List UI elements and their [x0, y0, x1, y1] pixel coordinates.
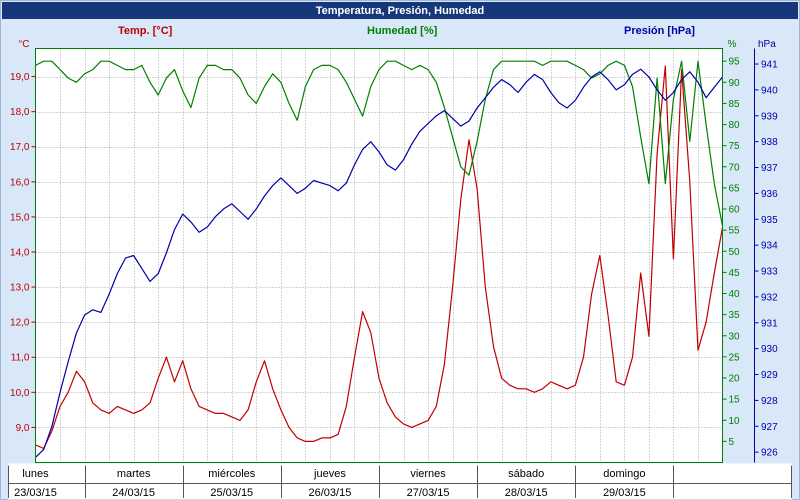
svg-text:941: 941 [761, 60, 778, 71]
svg-text:25/03/15: 25/03/15 [210, 487, 253, 499]
svg-text:939: 939 [761, 111, 778, 122]
svg-text:domingo: domingo [603, 468, 645, 480]
chart-legend: Temp. [°C] Humedad [%] Presión [hPa] [0, 25, 800, 39]
svg-text:936: 936 [761, 189, 778, 200]
svg-text:18,0: 18,0 [10, 107, 30, 118]
svg-text:60: 60 [729, 205, 741, 216]
svg-text:929: 929 [761, 370, 778, 381]
svg-text:hPa: hPa [758, 40, 776, 50]
svg-text:70: 70 [729, 162, 741, 173]
window-title: Temperatura, Presión, Humedad [315, 4, 485, 17]
svg-text:26/03/15: 26/03/15 [309, 487, 352, 499]
svg-text:lunes: lunes [22, 468, 49, 480]
series-pressure [35, 68, 723, 458]
svg-text:9,0: 9,0 [16, 423, 30, 434]
svg-text:10,0: 10,0 [10, 388, 30, 399]
svg-text:sábado: sábado [508, 468, 544, 480]
svg-text:27/03/15: 27/03/15 [407, 487, 450, 499]
title-bar: Temperatura, Presión, Humedad [2, 2, 798, 19]
svg-text:30: 30 [729, 331, 741, 342]
svg-text:jueves: jueves [313, 468, 346, 480]
svg-text:12,0: 12,0 [10, 318, 30, 329]
svg-text:65: 65 [729, 183, 741, 194]
svg-text:16,0: 16,0 [10, 177, 30, 188]
svg-text:938: 938 [761, 137, 778, 148]
gridlines [35, 48, 723, 463]
svg-text:85: 85 [729, 99, 741, 110]
svg-text:935: 935 [761, 215, 778, 226]
svg-text:45: 45 [729, 268, 741, 279]
svg-text:14,0: 14,0 [10, 247, 30, 258]
svg-text:927: 927 [761, 422, 778, 433]
legend-humidity: Humedad [%] [367, 25, 438, 37]
svg-text:931: 931 [761, 318, 778, 329]
svg-text:20: 20 [729, 374, 741, 385]
legend-pressure: Presión [hPa] [624, 25, 695, 37]
svg-text:95: 95 [729, 57, 741, 68]
x-label-strip [8, 463, 792, 500]
svg-text:23/03/15: 23/03/15 [14, 487, 57, 499]
series-temperature [35, 65, 724, 450]
svg-text:10: 10 [729, 416, 741, 427]
svg-text:°C: °C [18, 40, 29, 50]
svg-text:55: 55 [729, 226, 741, 237]
svg-text:24/03/15: 24/03/15 [112, 487, 155, 499]
svg-text:80: 80 [729, 120, 741, 131]
x-axis-labels: lunes 23/03/15 martes 24/03/15 miércoles 25/0… [8, 465, 792, 499]
svg-text:35: 35 [729, 310, 741, 321]
svg-text:926: 926 [761, 448, 778, 459]
svg-text:15,0: 15,0 [10, 212, 30, 223]
svg-text:martes: martes [117, 468, 151, 480]
svg-text:932: 932 [761, 292, 778, 303]
svg-text:90: 90 [729, 78, 741, 89]
svg-text:11,0: 11,0 [11, 353, 30, 364]
svg-text:928: 928 [761, 396, 778, 407]
svg-text:miércoles: miércoles [208, 468, 256, 480]
svg-text:933: 933 [761, 267, 778, 278]
svg-text:19,0: 19,0 [10, 72, 30, 83]
temperature-axis: 9,0 10,0 11,0 12,0 13,0 14,0 15,0 16,0 17,0 18,0 1… [10, 40, 36, 434]
svg-text:50: 50 [729, 247, 741, 258]
legend-temperature: Temp. [°C] [118, 25, 173, 37]
chart-plot: 9,0 10,0 11,0 12,0 13,0 14,0 15,0 16,0 17,0 18,0 1… [8, 40, 792, 500]
svg-text:29/03/15: 29/03/15 [603, 487, 646, 499]
svg-text:934: 934 [761, 241, 778, 252]
svg-text:28/03/15: 28/03/15 [505, 487, 548, 499]
svg-text:5: 5 [729, 437, 735, 448]
plot-frame [35, 48, 723, 463]
series-humidity [35, 60, 724, 227]
svg-text:13,0: 13,0 [10, 283, 30, 294]
humidity-axis: 5 10 15 20 25 30 35 40 45 50 55 60 65 70 75 80 85 90 95% [722, 40, 741, 448]
pressure-axis: 926 927 928 929 930 931 932 933 934 935 936 937 938 9… [754, 40, 778, 463]
svg-text:940: 940 [761, 85, 778, 96]
svg-text:930: 930 [761, 344, 778, 355]
svg-text:17,0: 17,0 [10, 142, 30, 153]
svg-text:%: % [728, 40, 737, 50]
svg-text:937: 937 [761, 163, 778, 174]
svg-text:15: 15 [729, 395, 741, 406]
svg-text:25: 25 [729, 352, 741, 363]
svg-text:40: 40 [729, 289, 741, 300]
svg-text:75: 75 [729, 141, 741, 152]
svg-text:viernes: viernes [410, 468, 446, 480]
